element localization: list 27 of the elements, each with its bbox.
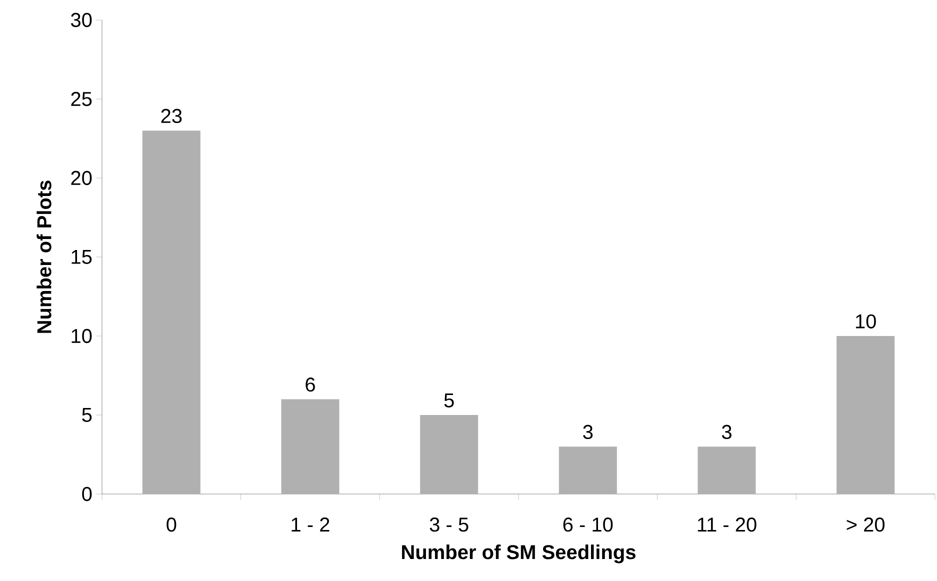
bar: [420, 415, 478, 494]
y-tick-label: 30: [70, 12, 92, 28]
y-tick-label: 0: [82, 486, 92, 502]
y-tick-label: 20: [71, 170, 92, 186]
x-tick-label: 3 - 5: [430, 518, 468, 532]
x-tick-label: 1 - 2: [292, 518, 330, 532]
y-tick-label: 15: [72, 250, 92, 264]
bar: [558, 446, 617, 494]
bar: [698, 446, 756, 494]
x-tick-label: 0: [166, 518, 176, 532]
y-tick-label: 10: [72, 328, 92, 344]
data-label: 23: [161, 108, 182, 124]
x-axis-title: Number of SM Seedlings: [402, 544, 636, 564]
data-label: 10: [856, 314, 876, 328]
data-label: 3: [583, 424, 593, 440]
bar: [281, 399, 340, 494]
data-label: 6: [306, 378, 315, 392]
data-label: 3: [722, 424, 732, 440]
x-tick-label: > 20: [846, 518, 885, 532]
y-axis-title: Number of Plots: [36, 180, 52, 333]
bar: [142, 130, 200, 494]
x-tick-label: 11 - 20: [698, 518, 756, 532]
y-tick-label: 5: [82, 408, 92, 422]
data-label: 5: [444, 394, 454, 408]
y-tick-label: 25: [71, 92, 92, 106]
bar: [836, 336, 895, 494]
x-tick-label: 6 - 10: [563, 518, 613, 532]
